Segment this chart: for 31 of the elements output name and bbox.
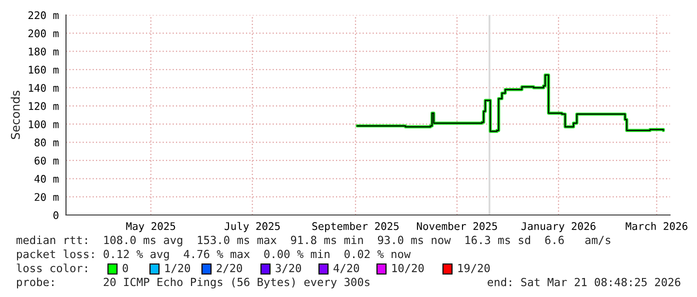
- x-tick-label: July 2025: [224, 222, 280, 232]
- y-tick-label: 100 m: [28, 120, 59, 128]
- text: loss color:: [16, 264, 87, 272]
- y-tick-label: 120 m: [28, 102, 59, 110]
- x-tick-label: March 2026: [626, 222, 688, 230]
- text: 2/20: [216, 264, 242, 274]
- y-tick-label: 80 m: [34, 138, 59, 146]
- text: 10/20: [392, 264, 424, 274]
- y-tick-label: 160 m: [28, 66, 59, 74]
- text: probe: 20 ICMP Echo Pings (56 Bytes) every 300s: [17, 278, 370, 288]
- text: 0: [122, 264, 128, 272]
- x-tick-label: January 2026: [521, 222, 596, 232]
- x-tick-label: September 2025: [312, 222, 399, 232]
- y-axis-title: Seconds: [10, 90, 20, 140]
- y-tick-label: 140 m: [28, 84, 59, 92]
- x-tick-label: November 2025: [416, 222, 497, 230]
- text: 4/20: [334, 264, 360, 274]
- y-tick-label: 180 m: [28, 48, 59, 56]
- text: packet loss: 0.12 % avg 4.76 % max 0.00 % min 0.02 % now: [17, 250, 411, 260]
- y-tick-label: 20 m: [34, 193, 59, 201]
- x-tick-label: May 2025: [126, 222, 176, 232]
- text: end: Sat Mar 21 08:48:25 2026: [488, 278, 680, 286]
- y-tick-label: 200 m: [28, 29, 59, 38]
- text: 3/20: [276, 264, 302, 274]
- text: 19/20: [458, 264, 490, 274]
- y-tick-label: 220 m: [28, 11, 59, 20]
- y-tick-label: 60 m: [34, 156, 59, 165]
- text: median rtt: 108.0 ms avg 153.0 ms max 91.8 ms min 93.0 ms now 16.3 ms sd 6.6 am/s: [16, 236, 610, 246]
- y-tick-label: 0: [53, 211, 58, 220]
- y-tick-label: 40 m: [34, 174, 59, 183]
- text: 1/20: [165, 264, 190, 274]
